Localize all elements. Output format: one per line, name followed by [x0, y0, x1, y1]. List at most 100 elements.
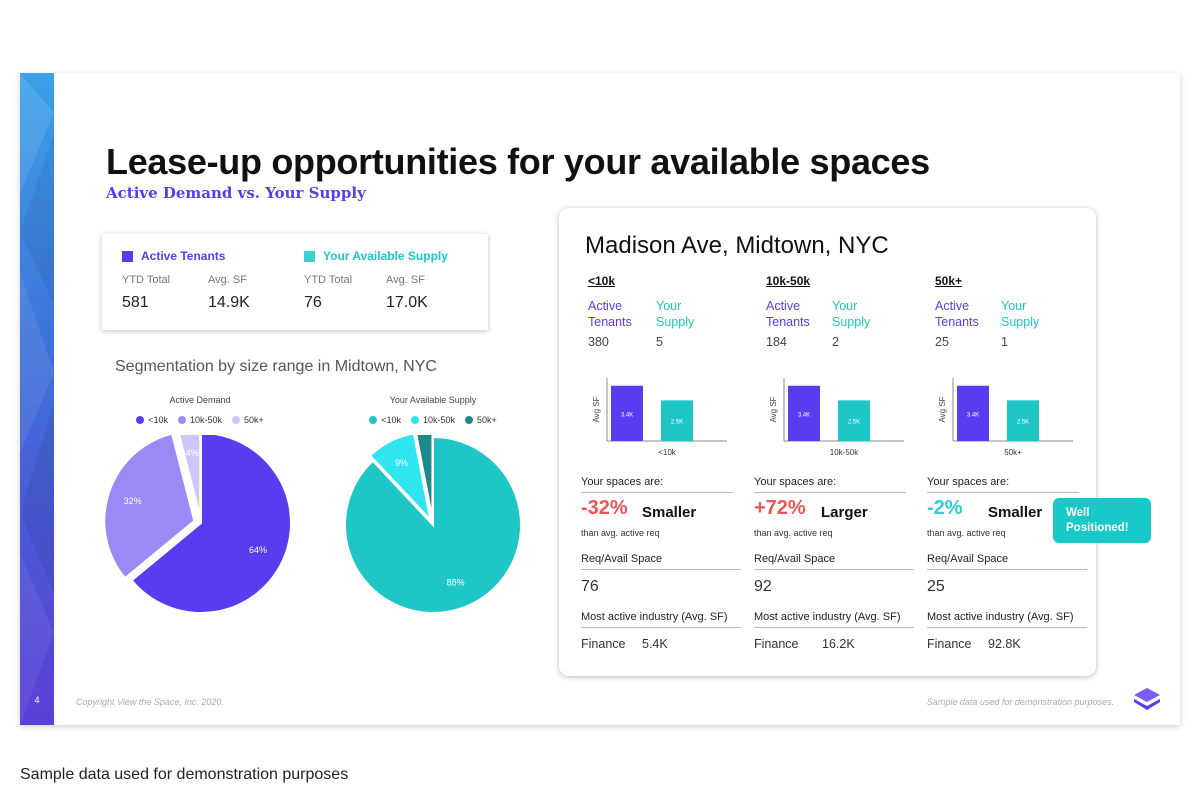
- pie-title: Active Demand: [169, 395, 231, 405]
- industry-name: Finance: [581, 637, 626, 651]
- teal-swatch-icon: [304, 250, 315, 262]
- legend-item: 50k+: [465, 415, 497, 425]
- legend-label: 50k+: [244, 415, 264, 425]
- active-tenants-label: Active Tenants: [935, 299, 979, 329]
- req-avail-value: 25: [927, 578, 945, 595]
- avg-sf-bar-chart: Avg SF 3.4K 2.5K <10k: [592, 378, 727, 457]
- page-subtitle: Active Demand vs. Your Supply: [106, 184, 366, 202]
- range-column-small: <10k Active Tenants Your Supply 380 5 Av…: [581, 208, 741, 676]
- badge-line: Well: [1066, 507, 1090, 519]
- bar: [788, 385, 820, 441]
- supply-avg-label: Avg. SF: [386, 274, 425, 286]
- image-caption: Sample data used for demonstration purpo…: [20, 766, 349, 783]
- y-axis-label: Avg SF: [938, 396, 947, 422]
- active-tenants-label: Active Tenants: [766, 299, 810, 329]
- supply-ytd-value: 76: [304, 294, 322, 311]
- range-column-large: 50k+ Active Tenants Your Supply 25 1 Avg…: [927, 208, 1087, 676]
- location-title: Madison Ave, Midtown, NYC: [585, 232, 889, 259]
- supply-count: 1: [1001, 335, 1008, 349]
- supply-avg-value: 17.0K: [386, 294, 428, 311]
- badge-line: Positioned!: [1066, 522, 1129, 534]
- industry-label: Most active industry (Avg. SF): [927, 611, 1087, 628]
- bar-label: 3.4K: [621, 412, 633, 418]
- pie-slice-label: 9%: [395, 458, 408, 468]
- sample-data-footer: Sample data used for demonstration purpo…: [926, 697, 1114, 707]
- x-tick-label: <10k: [658, 448, 677, 457]
- avg-sf-bar-chart: Avg SF 3.4K 2.5K 10k-50k: [769, 378, 904, 457]
- legend-label: <10k: [381, 415, 401, 425]
- dot-icon: [177, 416, 186, 424]
- bar-label: 2.5K: [1017, 420, 1029, 426]
- legend-item: 10k-50k: [177, 415, 223, 425]
- req-avail-label: Req/Avail Space: [754, 553, 914, 570]
- spaces-are-label: Your spaces are:: [581, 476, 733, 493]
- copyright-footer: Copyright View the Space, Inc. 2020.: [76, 697, 224, 707]
- pie-legend: <10k 10k-50k 50k+: [338, 415, 528, 425]
- segmentation-title: Segmentation by size range in Midtown, N…: [115, 358, 437, 375]
- spaces-are-label: Your spaces are:: [754, 476, 906, 493]
- range-column-medium: 10k-50k Active Tenants Your Supply 184 2…: [754, 208, 914, 676]
- bar-label: 3.4K: [967, 412, 979, 418]
- supply-label: Your Available Supply: [323, 249, 448, 263]
- pie-slice: [103, 435, 196, 580]
- pie-svg: 88% 9%: [344, 435, 522, 614]
- pie-slice-label: 4%: [186, 448, 199, 458]
- pie-svg: 64% 32% 4%: [103, 435, 292, 614]
- legend-item: 50k+: [232, 415, 264, 425]
- active-demand-pie-chart: Active Demand <10k 10k-50k 50k+ 64% 32% 4%: [100, 395, 300, 615]
- bar-label: 2.5K: [671, 420, 683, 426]
- legend-label: 50k+: [477, 415, 497, 425]
- industry-avg-sf: 92.8K: [988, 637, 1021, 651]
- purple-swatch-icon: [122, 250, 133, 262]
- page-number: 4: [34, 695, 40, 705]
- size-comparison: Smaller: [988, 504, 1043, 521]
- dot-icon: [410, 416, 419, 424]
- industry-avg-sf: 16.2K: [822, 637, 855, 651]
- y-axis-label: Avg SF: [592, 396, 601, 422]
- side-decor-strip: 4: [20, 73, 54, 725]
- y-axis-label: Avg SF: [769, 396, 778, 422]
- active-tenants-label: Active Tenants: [141, 249, 226, 263]
- supply-pie-chart: Your Available Supply <10k 10k-50k 50k+ …: [338, 395, 528, 615]
- active-ytd-label: YTD Total: [122, 274, 171, 286]
- legend-item: <10k: [136, 415, 168, 425]
- legend-label: <10k: [148, 415, 168, 425]
- your-supply-label: Your Supply: [1001, 299, 1040, 329]
- supply-ytd-label: YTD Total: [304, 274, 353, 286]
- pie-slice-label: 88%: [447, 577, 465, 587]
- req-avail-label: Req/Avail Space: [581, 553, 741, 570]
- percent-diff: +72%: [754, 497, 806, 519]
- x-tick-label: 50k+: [1004, 448, 1022, 457]
- your-supply-label: Your Supply: [832, 299, 871, 329]
- req-avail-value: 76: [581, 578, 599, 595]
- range-label: 10k-50k: [766, 274, 811, 288]
- industry-label: Most active industry (Avg. SF): [754, 611, 914, 628]
- dot-icon: [232, 416, 241, 424]
- supply-count: 2: [832, 335, 839, 349]
- location-card: Madison Ave, Midtown, NYC <10k Active Te…: [559, 208, 1096, 676]
- avg-sf-bar-chart: Avg SF 3.4K 2.5K 50k+: [938, 378, 1073, 457]
- page-title: Lease-up opportunities for your availabl…: [106, 141, 930, 182]
- active-avg-label: Avg. SF: [208, 274, 247, 286]
- pie-slice-label: 32%: [124, 496, 142, 506]
- supply-legend: Your Available Supply: [304, 249, 448, 263]
- dot-icon: [136, 416, 145, 424]
- your-supply-label: Your Supply: [656, 299, 695, 329]
- pie-slice: [344, 435, 522, 614]
- legend-label: 10k-50k: [189, 415, 223, 425]
- range-label: 50k+: [935, 274, 963, 288]
- bar: [611, 385, 643, 441]
- bar-label: 3.4K: [798, 412, 810, 418]
- legend-label: 10k-50k: [422, 415, 456, 425]
- active-tenants-label: Active Tenants: [588, 299, 632, 329]
- bar: [661, 400, 693, 441]
- bar: [1007, 400, 1039, 441]
- pie-slice: [130, 435, 292, 614]
- comparison-note: than avg. active req: [754, 528, 833, 538]
- x-tick-label: 10k-50k: [830, 448, 859, 457]
- spaces-are-label: Your spaces are:: [927, 476, 1079, 493]
- pie-legend: <10k 10k-50k 50k+: [100, 415, 300, 425]
- active-count: 25: [935, 335, 949, 349]
- active-ytd-value: 581: [122, 294, 149, 311]
- pie-slice: [178, 435, 202, 518]
